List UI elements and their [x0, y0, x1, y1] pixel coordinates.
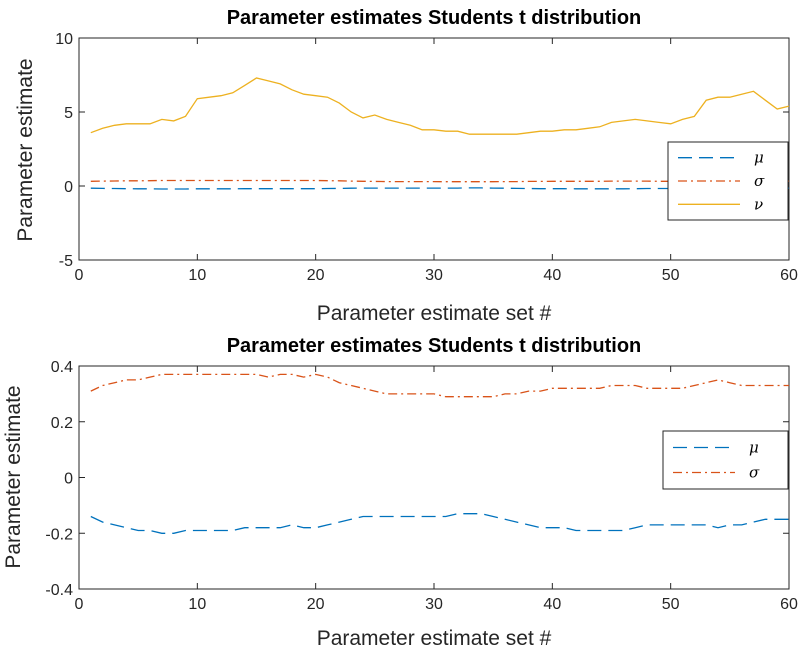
x-tick-label: 20: [307, 596, 325, 613]
x-tick-label: 20: [307, 267, 325, 284]
y-tick-label: 10: [55, 31, 73, 48]
legend: μσ: [662, 430, 789, 490]
x-tick-label: 40: [543, 267, 561, 284]
subplot-top: Parameter estimates Students t distribut…: [14, 7, 798, 325]
x-axis-label: Parameter estimate set #: [317, 302, 552, 325]
y-tick-label: 5: [64, 105, 73, 122]
x-axis-label: Parameter estimate set #: [317, 627, 552, 650]
x-tick-label: 50: [662, 267, 680, 284]
legend-box: [667, 141, 789, 221]
x-tick-label: 10: [188, 267, 206, 284]
legend-label: σ: [749, 464, 760, 482]
y-tick-label: 0: [64, 179, 73, 196]
x-tick-label: 60: [780, 596, 798, 613]
chart-title: Parameter estimates Students t distribut…: [227, 335, 642, 357]
x-tick-label: 50: [662, 596, 680, 613]
series-line: [90, 373, 789, 398]
y-tick-label: -0.2: [45, 526, 73, 543]
chart-title: Parameter estimates Students t distribut…: [227, 7, 642, 29]
subplot-bottom: Parameter estimates Students t distribut…: [2, 335, 798, 650]
legend-box: [662, 430, 789, 490]
series-line: [90, 187, 789, 190]
x-tick-label: 30: [425, 267, 443, 284]
legend: μσν: [667, 141, 789, 221]
series-line: [90, 513, 789, 534]
x-tick-label: 0: [75, 267, 84, 284]
x-tick-label: 60: [780, 267, 798, 284]
y-tick-label: -0.4: [45, 582, 73, 599]
x-tick-label: 10: [188, 596, 206, 613]
legend-label: μ: [754, 149, 764, 167]
y-axis-label: Parameter estimate: [14, 58, 37, 241]
legend-label: σ: [754, 172, 765, 190]
y-axis-label: Parameter estimate: [2, 385, 25, 568]
legend-label: μ: [749, 439, 759, 457]
y-tick-label: 0: [64, 471, 73, 488]
y-tick-label: 0.2: [51, 415, 73, 432]
x-tick-label: 30: [425, 596, 443, 613]
x-tick-label: 40: [543, 596, 561, 613]
y-tick-label: -5: [59, 253, 73, 270]
legend-label: ν: [754, 195, 763, 213]
y-tick-label: 0.4: [51, 359, 73, 376]
series-line: [90, 77, 790, 135]
x-tick-label: 0: [75, 596, 84, 613]
series-line: [90, 179, 789, 183]
